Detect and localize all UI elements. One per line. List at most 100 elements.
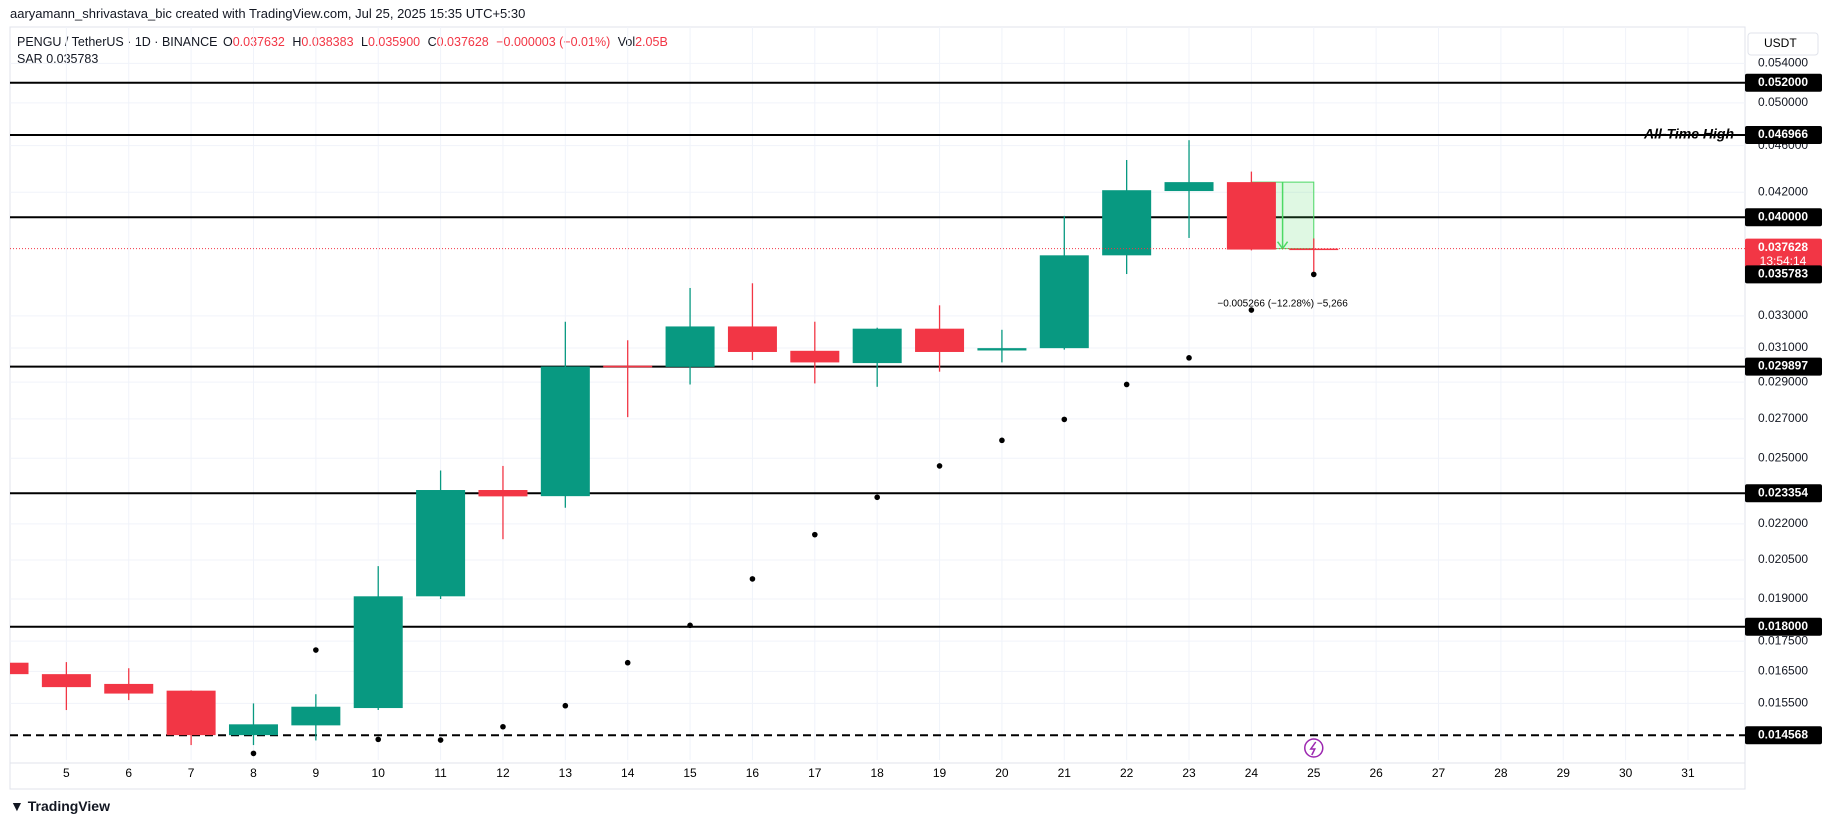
- sar-dot: [437, 737, 444, 743]
- x-tick-label: 23: [1182, 766, 1196, 780]
- level-label-box: [1745, 357, 1822, 376]
- sar-dot: [687, 622, 693, 629]
- sar-dot: [562, 702, 569, 709]
- x-tick-label: 16: [746, 766, 760, 780]
- y-tick-label: 0.025000: [1758, 450, 1808, 464]
- open-value: 0.037632: [232, 35, 285, 49]
- sar-dot: [624, 659, 631, 666]
- sar-dot: [1123, 381, 1130, 388]
- vol-value: 2.05B: [635, 35, 668, 49]
- vol-label: Vol: [617, 35, 636, 49]
- event-icon: [1304, 738, 1324, 758]
- level-label: 0.023354: [1758, 485, 1808, 499]
- candle-body: [166, 690, 216, 736]
- sar-dot: [1186, 355, 1192, 361]
- y-tick-label: 0.031000: [1758, 340, 1808, 354]
- measure-label: −0.005266 (−12.28%) −5,266: [1217, 298, 1348, 309]
- x-tick-label: 21: [1058, 766, 1072, 780]
- level-label: 0.029897: [1758, 359, 1808, 373]
- brand: ▼ TradingView: [10, 798, 110, 814]
- candle-body: [104, 683, 154, 694]
- sar-dot: [500, 723, 506, 730]
- x-tick-label: 18: [871, 766, 885, 780]
- plot: −0.005266 (−12.28%) −5,266: [10, 27, 1745, 760]
- y-tick-label: 0.033000: [1758, 308, 1808, 322]
- y-tick-label: 0.022000: [1758, 516, 1808, 530]
- x-tick-label: 27: [1432, 766, 1446, 780]
- y-tick-label: 0.054000: [1758, 56, 1808, 70]
- level-label-box: [1745, 726, 1822, 745]
- candle-body: [915, 328, 965, 352]
- close-value: 0.037628: [436, 35, 489, 49]
- event-bolt: [1309, 741, 1317, 756]
- x-tick-label: 12: [496, 766, 510, 780]
- sar-dot: [250, 750, 257, 757]
- x-tick-label: 25: [1307, 766, 1321, 780]
- y-tick-label: 0.029000: [1758, 374, 1808, 388]
- x-tick-label: 24: [1245, 766, 1259, 780]
- x-tick-label: 13: [559, 766, 573, 780]
- sar-value: 0.035783: [46, 52, 99, 66]
- change-value: −0.000003 (−0.01%): [496, 35, 611, 49]
- open-label: O: [223, 35, 233, 49]
- x-tick-label: 6: [125, 766, 132, 780]
- x-tick-label: 26: [1369, 766, 1383, 780]
- x-tick-label: 31: [1681, 766, 1695, 780]
- sar-dot: [874, 494, 880, 501]
- level-label: 0.052000: [1758, 75, 1808, 89]
- sar-dot: [313, 647, 319, 653]
- brand-logo: ▼: [10, 798, 28, 814]
- candle-body: [603, 365, 653, 368]
- candle-body: [977, 348, 1027, 351]
- level-label-box: [1745, 73, 1822, 92]
- candle-body: [353, 596, 403, 709]
- countdown: 13:54:14: [1760, 254, 1807, 268]
- sar-dot: [1248, 307, 1255, 313]
- candle-body: [291, 706, 341, 726]
- sar-label: SAR: [17, 52, 43, 66]
- price-label: 0.037628: [1758, 240, 1808, 254]
- sar-dot: [1310, 271, 1317, 278]
- chart: USDT −0.005266 (−12.28%) −5,266 0.054000 0…: [9, 26, 1822, 790]
- low-value: 0.035900: [367, 35, 421, 49]
- close-label: C: [427, 35, 437, 49]
- sar-row: SAR 0.035783: [17, 51, 672, 68]
- candle-body: [540, 366, 590, 497]
- sar-dot: [936, 463, 943, 469]
- level-label-box: [1745, 125, 1822, 144]
- candle-body: [10, 662, 29, 675]
- y-tick-label: 0.042000: [1758, 184, 1808, 198]
- y-tick-label: 0.015500: [1758, 696, 1808, 710]
- sar-dot: [375, 736, 382, 743]
- x-tick-label: 5: [63, 766, 70, 780]
- currency: USDT: [1764, 36, 1797, 50]
- candle-body: [852, 328, 902, 364]
- candle-body: [1226, 182, 1276, 250]
- x-tick-label: 19: [933, 766, 947, 780]
- sar-axis-label: 0.035783: [1758, 267, 1808, 281]
- x-tick-label: 17: [808, 766, 822, 780]
- level-label-box: [1745, 484, 1822, 503]
- candle-body: [1289, 248, 1339, 251]
- x-tick-label: 30: [1619, 766, 1633, 780]
- level-label: 0.014568: [1758, 727, 1808, 741]
- x-tick-label: 11: [434, 766, 447, 780]
- high-label: H: [292, 35, 302, 49]
- ohlc-row: PENGU / TetherUS · 1D · BINANCE O0.03763…: [17, 34, 672, 51]
- level-label: 0.018000: [1758, 619, 1808, 633]
- candle-body: [478, 490, 528, 497]
- y-tick-label: 0.016500: [1758, 664, 1808, 678]
- x-tick-label: 9: [313, 766, 320, 780]
- x-tick-label: 28: [1494, 766, 1508, 780]
- level-note: All-Time High: [1643, 126, 1734, 142]
- high-value: 0.038383: [301, 35, 354, 49]
- x-tick-label: 20: [995, 766, 1009, 780]
- candle-body: [228, 724, 278, 736]
- x-tick-label: 15: [683, 766, 697, 780]
- x-tick-label: 14: [621, 766, 635, 780]
- candle-body: [1164, 182, 1214, 192]
- sar-dot: [812, 531, 818, 538]
- sar-dot: [999, 437, 1005, 444]
- y-tick-label: 0.019000: [1758, 591, 1808, 605]
